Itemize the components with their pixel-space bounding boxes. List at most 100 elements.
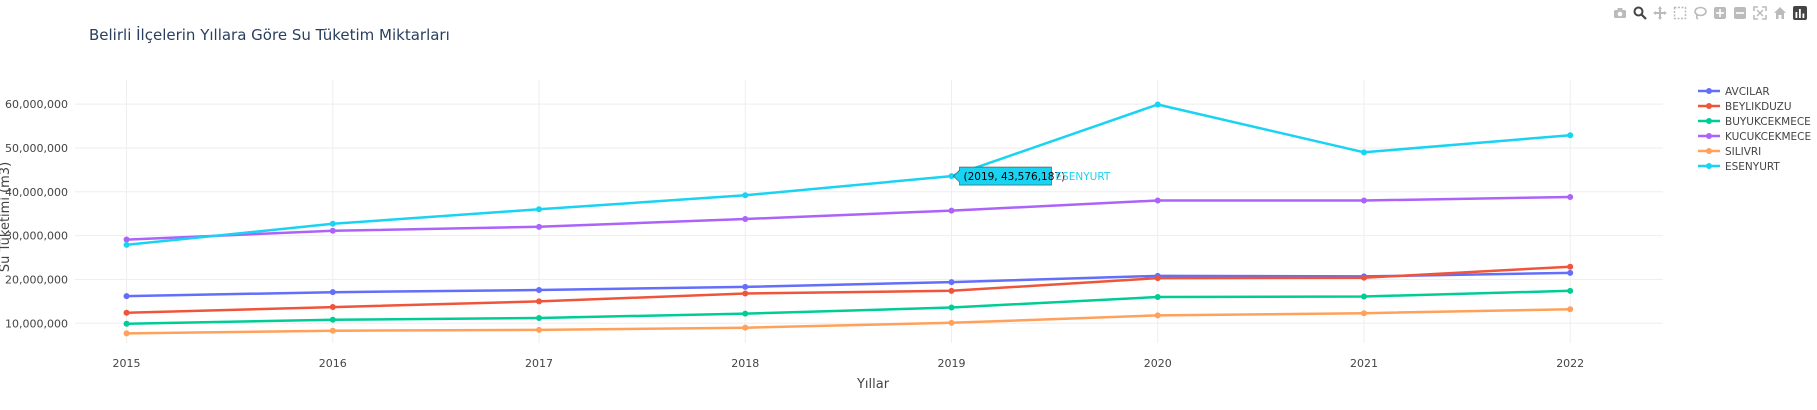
tooltip-box xyxy=(953,166,1052,186)
data-point[interactable] xyxy=(329,220,336,227)
data-point[interactable] xyxy=(948,287,955,294)
legend-marker xyxy=(1706,103,1712,109)
data-point[interactable] xyxy=(948,319,955,326)
plotly-logo-icon[interactable] xyxy=(1791,4,1809,22)
x-tick-label: 2018 xyxy=(731,357,759,370)
data-point[interactable] xyxy=(1567,194,1574,201)
chart-title: Belirli İlçelerin Yıllara Göre Su Tüketi… xyxy=(89,25,450,44)
data-point[interactable] xyxy=(742,215,749,222)
zoom-out-icon[interactable] xyxy=(1731,4,1749,22)
legend-item-kucukcekmece[interactable]: KUCUKCEKMECE xyxy=(1698,131,1811,143)
y-tick-label: 60,000,000 xyxy=(5,98,68,111)
legend-item-buyukcekmece[interactable]: BUYUKCEKMECE xyxy=(1698,116,1811,128)
series-line[interactable] xyxy=(126,195,1571,241)
x-tick-label: 2021 xyxy=(1350,357,1378,370)
data-point[interactable] xyxy=(1567,132,1574,139)
series-avcilar[interactable] xyxy=(123,269,1574,300)
data-point[interactable] xyxy=(742,290,749,297)
legend-label: KUCUKCEKMECE xyxy=(1725,131,1811,143)
x-tick-label: 2022 xyxy=(1556,357,1584,370)
data-point[interactable] xyxy=(536,326,543,333)
data-point[interactable] xyxy=(948,279,955,286)
zoom-icon[interactable] xyxy=(1631,4,1649,22)
data-point[interactable] xyxy=(1567,287,1574,294)
data-point[interactable] xyxy=(1567,263,1574,270)
legend-item-beylikduzu[interactable]: BEYLIKDUZU xyxy=(1698,101,1792,113)
data-point[interactable] xyxy=(123,320,130,327)
data-point[interactable] xyxy=(1360,274,1367,281)
data-point[interactable] xyxy=(536,286,543,293)
lasso-icon[interactable] xyxy=(1691,4,1709,22)
hover-tooltip: (2019, 43,576,187)ESENYURT xyxy=(953,166,1111,186)
x-tick-label: 2019 xyxy=(937,357,965,370)
data-point[interactable] xyxy=(1360,310,1367,317)
data-point[interactable] xyxy=(1154,293,1161,300)
legend-item-avcilar[interactable]: AVCILAR xyxy=(1698,86,1770,98)
data-point[interactable] xyxy=(948,173,955,180)
data-point[interactable] xyxy=(329,316,336,323)
legend-label: AVCILAR xyxy=(1725,86,1770,98)
x-tick-label: 2015 xyxy=(113,357,141,370)
data-point[interactable] xyxy=(536,298,543,305)
series-beylikduzu[interactable] xyxy=(123,263,1574,316)
data-point[interactable] xyxy=(123,330,130,337)
legend-marker xyxy=(1706,118,1712,124)
data-point[interactable] xyxy=(1360,293,1367,300)
series-line[interactable] xyxy=(126,307,1571,335)
data-point[interactable] xyxy=(1154,312,1161,319)
y-tick-label: 20,000,000 xyxy=(5,273,68,286)
legend-label: ESENYURT xyxy=(1725,161,1780,173)
data-point[interactable] xyxy=(948,304,955,311)
data-point[interactable] xyxy=(329,289,336,296)
series-line[interactable] xyxy=(126,271,1571,298)
data-point[interactable] xyxy=(742,310,749,317)
data-point[interactable] xyxy=(742,192,749,199)
data-point[interactable] xyxy=(536,223,543,230)
series-kucukcekmece[interactable] xyxy=(123,194,1574,243)
legend-marker xyxy=(1706,163,1712,169)
series-esenyurt[interactable] xyxy=(123,101,1574,248)
data-point[interactable] xyxy=(1154,275,1161,282)
y-axis-ticks: 10,000,000 20,000,000 30,000,000 40,000,000… xyxy=(5,98,68,330)
y-tick-label: 10,000,000 xyxy=(5,317,68,330)
data-point[interactable] xyxy=(536,206,543,213)
data-point[interactable] xyxy=(329,304,336,311)
reset-axes-icon[interactable] xyxy=(1771,4,1789,22)
series-line[interactable] xyxy=(126,103,1571,247)
camera-icon[interactable] xyxy=(1611,4,1629,22)
data-point[interactable] xyxy=(329,327,336,334)
legend-marker xyxy=(1706,133,1712,139)
data-point[interactable] xyxy=(1567,269,1574,276)
legend-item-silivri[interactable]: SILIVRI xyxy=(1698,146,1761,158)
data-point[interactable] xyxy=(1360,149,1367,156)
data-point[interactable] xyxy=(1567,306,1574,313)
modebar xyxy=(1611,4,1809,22)
data-point[interactable] xyxy=(948,207,955,214)
data-point[interactable] xyxy=(123,293,130,300)
data-point[interactable] xyxy=(536,315,543,322)
series-lines[interactable] xyxy=(123,101,1574,337)
box-select-icon[interactable] xyxy=(1671,4,1689,22)
data-point[interactable] xyxy=(123,309,130,316)
data-point[interactable] xyxy=(1360,197,1367,204)
data-point[interactable] xyxy=(123,236,130,243)
data-point[interactable] xyxy=(1154,101,1161,108)
series-silivri[interactable] xyxy=(123,306,1574,337)
data-point[interactable] xyxy=(742,324,749,331)
data-point[interactable] xyxy=(742,283,749,290)
legend-label: BEYLIKDUZU xyxy=(1725,101,1792,113)
series-line[interactable] xyxy=(126,289,1571,325)
x-axis-ticks: 2015 2016 2017 2018 2019 2020 2021 2022 xyxy=(113,357,1585,370)
legend-marker xyxy=(1706,148,1712,154)
series-line[interactable] xyxy=(126,265,1571,315)
data-point[interactable] xyxy=(329,227,336,234)
pan-icon[interactable] xyxy=(1651,4,1669,22)
autoscale-icon[interactable] xyxy=(1751,4,1769,22)
data-point[interactable] xyxy=(1154,197,1161,204)
legend-item-esenyurt[interactable]: ESENYURT xyxy=(1698,161,1780,173)
series-buyukcekmece[interactable] xyxy=(123,287,1574,327)
data-point[interactable] xyxy=(123,241,130,248)
zoom-in-icon[interactable] xyxy=(1711,4,1729,22)
legend[interactable]: AVCILAR BEYLIKDUZU BUYUKCEKMECE KUCUKCEKMEC… xyxy=(1698,86,1811,173)
